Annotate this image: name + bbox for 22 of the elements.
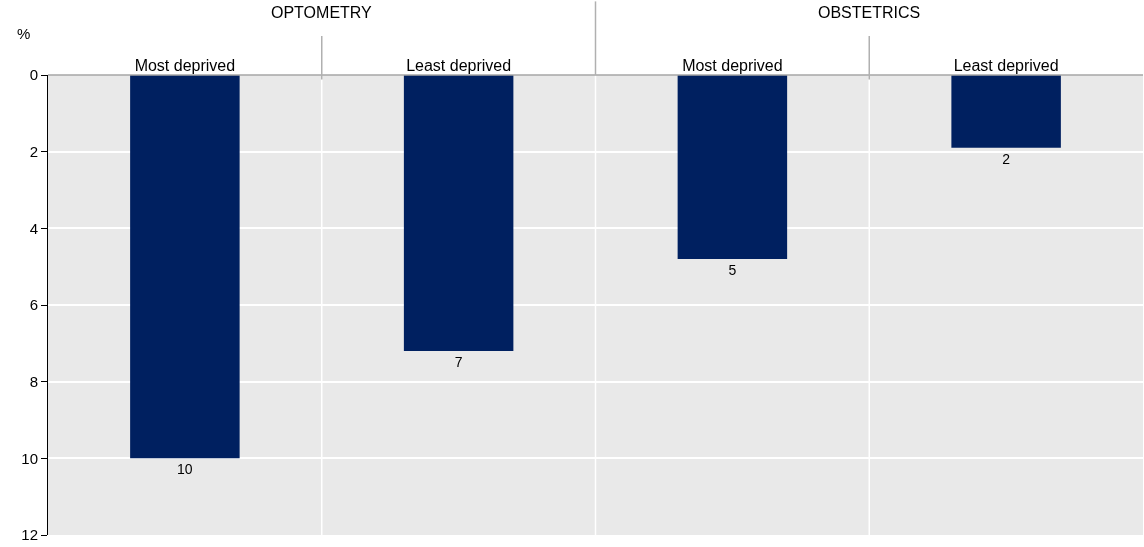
x-tick-label: Least deprived bbox=[953, 56, 1059, 74]
x-tick-label: Most deprived bbox=[682, 56, 783, 74]
y-tick-label: 12 bbox=[21, 526, 38, 544]
data-label: 2 bbox=[1002, 150, 1011, 167]
bar bbox=[130, 75, 240, 459]
x-tick-label: Most deprived bbox=[134, 56, 236, 74]
y-tick-label: 2 bbox=[29, 142, 38, 160]
y-tick-label: 10 bbox=[21, 449, 38, 467]
x-tick-label: Least deprived bbox=[406, 56, 512, 74]
y-tick-label: 8 bbox=[29, 372, 38, 390]
bar bbox=[951, 75, 1061, 148]
data-label: 7 bbox=[454, 354, 463, 370]
data-label: 10 bbox=[176, 461, 193, 478]
bar bbox=[403, 75, 514, 351]
data-label: 5 bbox=[728, 262, 737, 278]
bar bbox=[677, 75, 788, 259]
y-tick-label: 4 bbox=[29, 219, 38, 237]
y-axis-title: % bbox=[17, 25, 31, 42]
y-tick-label: 6 bbox=[29, 296, 38, 314]
text: OBSTETRICS bbox=[818, 4, 921, 21]
y-tick-label: 0 bbox=[29, 66, 38, 84]
text: OPTOMETRY bbox=[271, 4, 373, 21]
